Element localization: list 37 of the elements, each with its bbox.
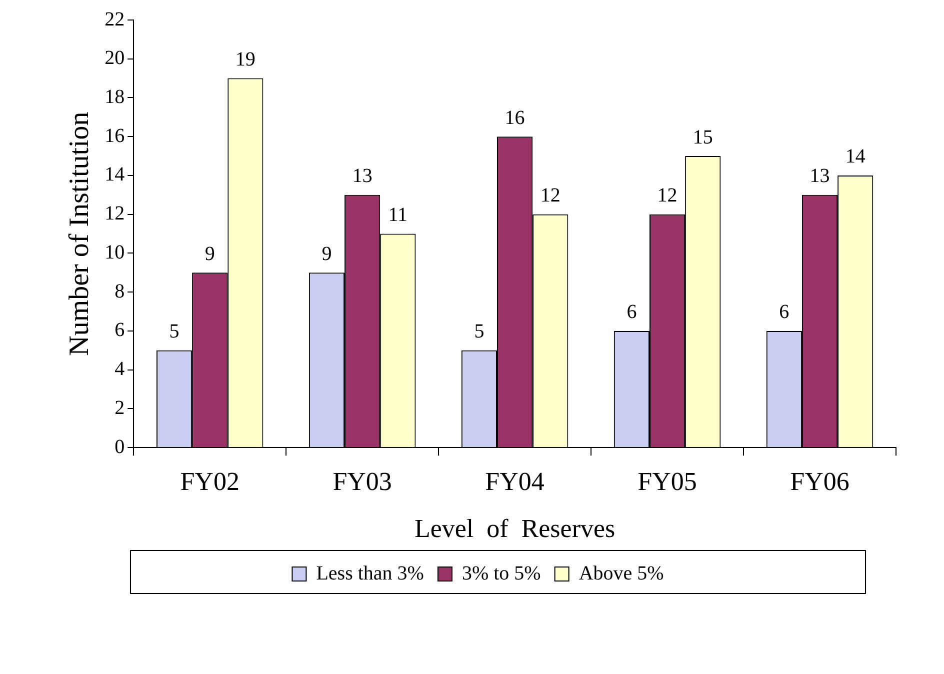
y-tick-label: 20 <box>104 47 125 70</box>
y-tick-label: 12 <box>104 202 125 225</box>
y-tick-label: 6 <box>114 319 125 342</box>
y-tick-label: 14 <box>104 164 125 186</box>
data-label: 5 <box>169 320 180 343</box>
y-tick-label: 4 <box>114 358 125 380</box>
legend-label: Less than 3% <box>316 562 424 584</box>
x-axis-title: Level of Reserves <box>414 514 616 544</box>
y-tick-label: 18 <box>104 86 125 108</box>
y-tick-label: 22 <box>104 8 125 30</box>
x-tick-label: FY02 <box>180 467 240 496</box>
data-label: 19 <box>235 48 256 71</box>
data-label: 9 <box>322 242 332 265</box>
data-label: 12 <box>657 184 678 207</box>
y-tick-label: 2 <box>114 396 125 419</box>
y-tick-label: 16 <box>104 124 125 147</box>
data-label: 5 <box>474 320 484 343</box>
x-tick-label: FY03 <box>332 467 392 496</box>
x-tick-label: FY05 <box>638 467 697 496</box>
data-label: 14 <box>845 146 866 168</box>
data-label: 11 <box>388 204 408 226</box>
data-label: 6 <box>626 301 637 324</box>
y-tick-label: 8 <box>114 280 125 302</box>
y-axis-title: Number of Institution <box>64 112 96 356</box>
data-label: 9 <box>204 242 215 265</box>
y-tick-label: 0 <box>114 436 125 458</box>
data-label: 13 <box>352 165 372 188</box>
legend-label: 3% to 5% <box>462 562 541 584</box>
data-label: 12 <box>540 184 560 207</box>
y-tick-label: 10 <box>104 241 125 264</box>
x-tick-label: FY04 <box>485 467 544 496</box>
data-label: 13 <box>810 165 830 188</box>
data-label: 15 <box>692 126 713 148</box>
data-label: 6 <box>779 301 790 324</box>
x-tick-label: FY06 <box>790 467 850 496</box>
data-label: 16 <box>504 106 525 129</box>
legend-label: Above 5% <box>578 562 664 584</box>
